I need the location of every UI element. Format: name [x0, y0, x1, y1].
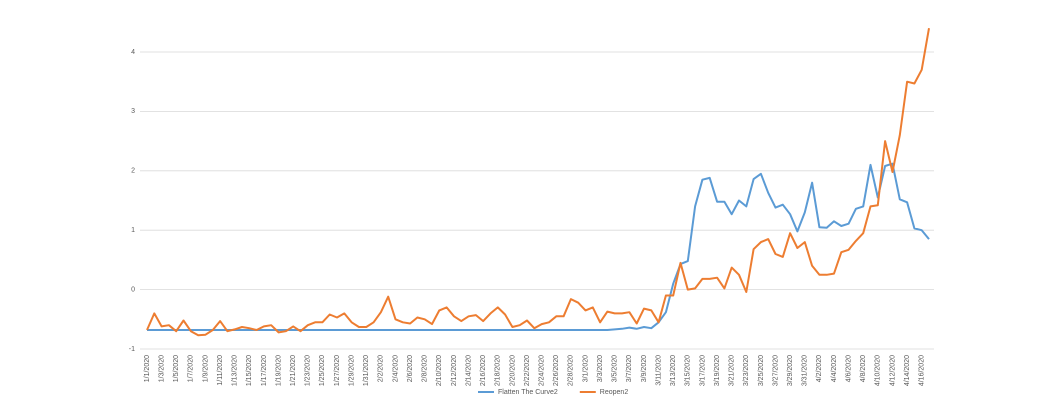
- x-tick-label: 2/18/2020: [495, 355, 502, 386]
- x-tick-label: 3/17/2020: [699, 355, 706, 386]
- x-tick-label: 2/28/2020: [568, 355, 575, 386]
- x-tick-label: 2/14/2020: [465, 355, 472, 386]
- x-tick-label: 1/5/2020: [173, 355, 180, 382]
- x-tick-label: 4/4/2020: [831, 355, 838, 382]
- y-tick-label: 3: [131, 108, 135, 115]
- x-tick-label: 3/1/2020: [582, 355, 589, 382]
- x-tick-label: 3/29/2020: [787, 355, 794, 386]
- x-tick-label: 2/8/2020: [422, 355, 429, 382]
- y-tick-label: -1: [129, 346, 135, 353]
- x-tick-label: 2/4/2020: [392, 355, 399, 382]
- x-tick-label: 2/2/2020: [378, 355, 385, 382]
- x-tick-label: 1/9/2020: [202, 355, 209, 382]
- y-tick-label: 4: [131, 49, 135, 56]
- series-line: [146, 28, 930, 337]
- x-tick-label: 1/29/2020: [348, 355, 355, 386]
- x-tick-label: 2/6/2020: [407, 355, 414, 382]
- x-tick-label: 3/23/2020: [743, 355, 750, 386]
- x-tick-label: 3/3/2020: [597, 355, 604, 382]
- x-tick-label: 1/15/2020: [246, 355, 253, 386]
- x-tick-label: 3/15/2020: [685, 355, 692, 386]
- x-tick-label: 2/12/2020: [451, 355, 458, 386]
- x-tick-label: 1/25/2020: [319, 355, 326, 386]
- x-tick-label: 3/31/2020: [802, 355, 809, 386]
- y-tick-label: 2: [131, 168, 135, 175]
- x-tick-label: 3/21/2020: [729, 355, 736, 386]
- x-tick-label: 3/27/2020: [772, 355, 779, 386]
- x-tick-label: 2/24/2020: [538, 355, 545, 386]
- x-tick-label: 3/19/2020: [714, 355, 721, 386]
- x-tick-label: 1/23/2020: [305, 355, 312, 386]
- x-tick-label: 4/6/2020: [845, 355, 852, 382]
- x-tick-label: 3/25/2020: [758, 355, 765, 386]
- x-tick-label: 3/11/2020: [655, 355, 662, 386]
- x-tick-label: 1/1/2020: [144, 355, 151, 382]
- legend-label: Reopen2: [600, 389, 629, 396]
- x-tick-label: 4/2/2020: [816, 355, 823, 382]
- x-tick-label: 1/21/2020: [290, 355, 297, 386]
- x-tick-label: 4/10/2020: [875, 355, 882, 386]
- x-tick-label: 4/16/2020: [919, 355, 926, 386]
- x-tick-label: 1/13/2020: [232, 355, 239, 386]
- x-tick-label: 1/19/2020: [275, 355, 282, 386]
- x-tick-label: 3/13/2020: [670, 355, 677, 386]
- legend-label: Flatten The Curve2: [498, 389, 558, 396]
- x-tick-label: 2/20/2020: [509, 355, 516, 386]
- x-tick-label: 1/31/2020: [363, 355, 370, 386]
- y-tick-label: 1: [131, 227, 135, 234]
- x-tick-label: 1/11/2020: [217, 355, 224, 386]
- x-tick-label: 2/26/2020: [553, 355, 560, 386]
- x-tick-label: 3/7/2020: [626, 355, 633, 382]
- x-tick-label: 4/12/2020: [889, 355, 896, 386]
- x-tick-label: 4/14/2020: [904, 355, 911, 386]
- x-tick-label: 1/7/2020: [188, 355, 195, 382]
- x-tick-label: 3/9/2020: [641, 355, 648, 382]
- x-tick-label: 1/17/2020: [261, 355, 268, 386]
- x-tick-label: 2/16/2020: [480, 355, 487, 386]
- x-tick-label: 1/3/2020: [158, 355, 165, 382]
- x-tick-label: 3/5/2020: [612, 355, 619, 382]
- x-tick-label: 1/27/2020: [334, 355, 341, 386]
- y-tick-label: 0: [131, 286, 135, 293]
- x-tick-label: 4/8/2020: [860, 355, 867, 382]
- x-tick-label: 2/22/2020: [524, 355, 531, 386]
- x-tick-label: 2/10/2020: [436, 355, 443, 386]
- series-line: [147, 162, 930, 331]
